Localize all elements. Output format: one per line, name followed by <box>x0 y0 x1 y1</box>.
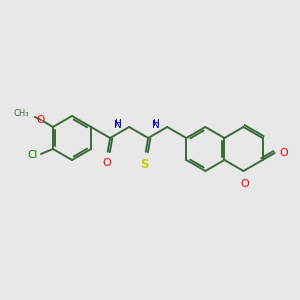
Text: Cl: Cl <box>28 150 38 160</box>
Text: CH₃: CH₃ <box>14 110 29 118</box>
Text: O: O <box>240 179 249 189</box>
Text: S: S <box>140 158 149 171</box>
Text: O: O <box>37 115 45 125</box>
Text: O: O <box>280 148 288 158</box>
Text: N: N <box>114 119 122 130</box>
Text: N: N <box>152 119 160 130</box>
Text: H: H <box>152 118 159 127</box>
Text: O: O <box>102 158 111 168</box>
Text: H: H <box>114 118 121 127</box>
